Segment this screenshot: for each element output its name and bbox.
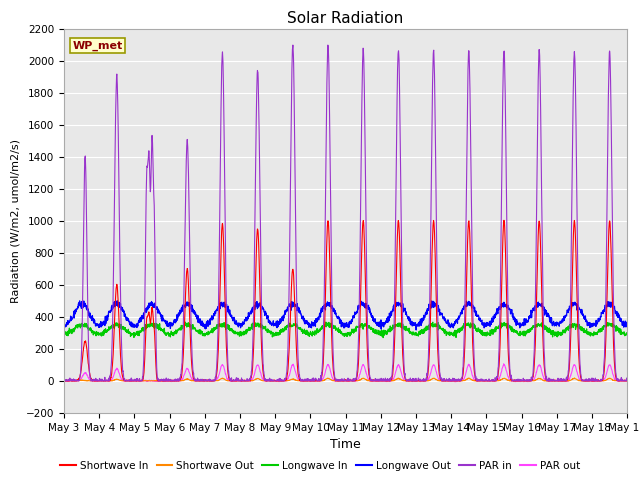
Line: PAR in: PAR in [64, 45, 627, 381]
Shortwave Out [60, 378, 68, 384]
PAR out [116, 374, 124, 380]
Shortwave In [380, 378, 387, 384]
Longwave Out [516, 323, 524, 329]
Line: PAR out: PAR out [64, 364, 627, 382]
PAR out [516, 378, 524, 384]
Longwave In [380, 327, 388, 333]
Longwave In [380, 335, 387, 340]
PAR in [380, 378, 388, 384]
Longwave In [322, 319, 330, 325]
Shortwave In [515, 378, 523, 384]
Shortwave In [116, 347, 124, 353]
PAR out [380, 378, 387, 384]
Shortwave In [547, 378, 555, 384]
X-axis label: Time: Time [330, 438, 361, 451]
Shortwave In [60, 378, 68, 384]
PAR out [548, 378, 556, 384]
Longwave Out [412, 327, 420, 333]
PAR in [60, 378, 68, 384]
Shortwave Out [61, 378, 68, 384]
Line: Shortwave Out: Shortwave Out [64, 378, 627, 381]
Line: Longwave In: Longwave In [64, 322, 627, 337]
Legend: Shortwave In, Shortwave Out, Longwave In, Longwave Out, PAR in, PAR out: Shortwave In, Shortwave Out, Longwave In… [56, 456, 584, 475]
PAR out [500, 361, 508, 367]
Longwave In [548, 329, 556, 335]
Shortwave In [238, 378, 246, 384]
Title: Solar Radiation: Solar Radiation [287, 11, 404, 26]
Shortwave Out [380, 378, 387, 384]
Text: WP_met: WP_met [72, 40, 123, 50]
PAR in [238, 377, 246, 383]
PAR in [116, 296, 124, 302]
PAR in [548, 377, 556, 383]
PAR out [60, 378, 68, 384]
Shortwave Out [515, 378, 523, 384]
PAR in [516, 378, 524, 384]
Shortwave In [623, 378, 631, 384]
Longwave In [116, 324, 124, 330]
Line: Shortwave In: Shortwave In [64, 220, 627, 381]
PAR in [60, 378, 68, 384]
PAR in [623, 377, 631, 383]
Longwave In [623, 330, 631, 336]
Shortwave Out [571, 375, 579, 381]
Longwave Out [113, 298, 121, 304]
Shortwave Out [623, 378, 631, 384]
Longwave In [516, 329, 524, 335]
Longwave Out [548, 315, 556, 321]
Shortwave Out [616, 378, 623, 384]
Line: Longwave Out: Longwave Out [64, 301, 627, 330]
PAR out [452, 379, 460, 385]
Shortwave Out [238, 378, 246, 384]
PAR out [238, 378, 246, 384]
Longwave Out [60, 324, 68, 329]
Shortwave In [616, 378, 623, 384]
PAR out [623, 377, 631, 383]
Shortwave Out [116, 377, 124, 383]
PAR out [616, 379, 623, 384]
Longwave Out [623, 323, 631, 328]
Longwave In [616, 328, 623, 334]
Shortwave In [500, 217, 508, 223]
Longwave In [60, 332, 68, 337]
Longwave Out [380, 324, 387, 330]
PAR in [616, 377, 623, 383]
Longwave In [238, 331, 246, 337]
PAR in [324, 42, 332, 48]
Longwave Out [116, 300, 124, 306]
Longwave Out [616, 314, 623, 320]
Shortwave Out [547, 378, 555, 384]
Y-axis label: Radiation (W/m2, umol/m2/s): Radiation (W/m2, umol/m2/s) [10, 139, 20, 303]
Longwave Out [238, 323, 246, 329]
